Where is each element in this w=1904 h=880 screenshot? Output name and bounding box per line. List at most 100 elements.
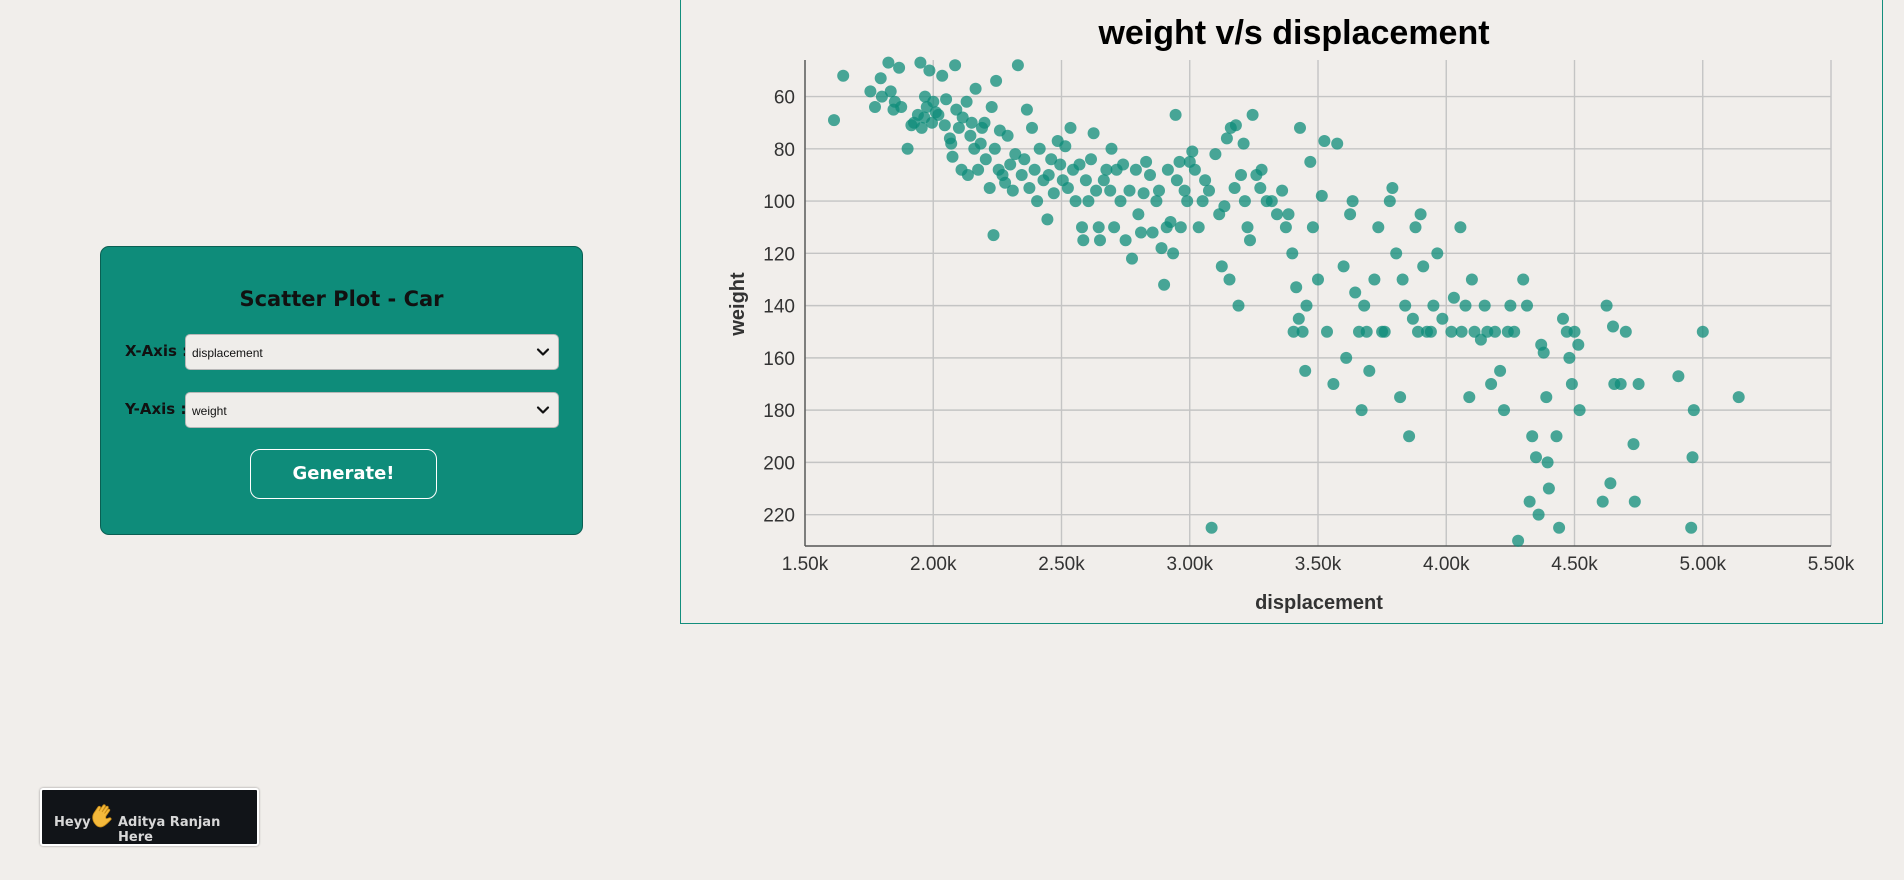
- scatter-point[interactable]: [1073, 158, 1086, 171]
- scatter-point[interactable]: [1011, 59, 1024, 72]
- scatter-point[interactable]: [1087, 127, 1100, 140]
- scatter-point[interactable]: [1028, 163, 1041, 176]
- scatter-point[interactable]: [1292, 312, 1305, 325]
- scatter-point[interactable]: [1215, 260, 1228, 273]
- scatter-point[interactable]: [1294, 121, 1306, 134]
- scatter-point[interactable]: [874, 72, 887, 85]
- scatter-point[interactable]: [1349, 286, 1362, 299]
- scatter-point[interactable]: [969, 82, 982, 95]
- scatter-point[interactable]: [1386, 182, 1399, 194]
- scatter-point[interactable]: [1129, 163, 1142, 176]
- scatter-point[interactable]: [978, 116, 991, 129]
- scatter-point[interactable]: [1082, 195, 1095, 208]
- scatter-point[interactable]: [972, 163, 985, 176]
- scatter-point[interactable]: [1009, 148, 1022, 161]
- scatter-point[interactable]: [1026, 121, 1038, 134]
- scatter-point[interactable]: [1383, 195, 1396, 208]
- scatter-point[interactable]: [1173, 155, 1186, 168]
- scatter-point[interactable]: [869, 101, 881, 113]
- scatter-point[interactable]: [1232, 299, 1245, 312]
- scatter-point[interactable]: [960, 95, 973, 108]
- scatter-point[interactable]: [1732, 391, 1745, 404]
- scatter-point[interactable]: [1100, 163, 1113, 176]
- scatter-point[interactable]: [936, 69, 949, 82]
- scatter-point[interactable]: [1517, 273, 1530, 286]
- scatter-point[interactable]: [1632, 378, 1645, 390]
- scatter-point[interactable]: [1161, 163, 1174, 176]
- scatter-point[interactable]: [1465, 273, 1478, 286]
- scatter-point[interactable]: [1220, 132, 1233, 145]
- scatter-point[interactable]: [1169, 108, 1182, 121]
- scatter-point[interactable]: [1358, 299, 1371, 312]
- scatter-point[interactable]: [1079, 174, 1092, 187]
- scatter-point[interactable]: [901, 142, 914, 155]
- scatter-point[interactable]: [1327, 378, 1340, 390]
- scatter-point[interactable]: [1117, 158, 1130, 171]
- scatter-point[interactable]: [1542, 482, 1555, 495]
- scatter-point[interactable]: [914, 56, 927, 69]
- scatter-point[interactable]: [1607, 320, 1619, 333]
- scatter-point[interactable]: [938, 119, 951, 132]
- scatter-point[interactable]: [1412, 325, 1424, 338]
- scatter-point[interactable]: [1135, 226, 1147, 239]
- scatter-point[interactable]: [1540, 391, 1553, 404]
- scatter-point[interactable]: [1573, 404, 1586, 417]
- scatter-point[interactable]: [1059, 140, 1072, 153]
- generate-button[interactable]: Generate!: [250, 449, 437, 499]
- scatter-point[interactable]: [1550, 430, 1563, 443]
- scatter-point[interactable]: [1489, 325, 1501, 338]
- scatter-point[interactable]: [1094, 234, 1106, 247]
- scatter-point[interactable]: [893, 61, 906, 74]
- scatter-point[interactable]: [1306, 221, 1319, 234]
- scatter-point[interactable]: [1331, 137, 1344, 150]
- scatter-point[interactable]: [1188, 163, 1201, 176]
- scatter-point[interactable]: [1337, 260, 1350, 273]
- scatter-point[interactable]: [1223, 273, 1236, 286]
- scatter-point[interactable]: [1463, 391, 1476, 404]
- scatter-point[interactable]: [1541, 456, 1554, 469]
- scatter-point[interactable]: [961, 169, 974, 181]
- scatter-point[interactable]: [1521, 299, 1533, 312]
- scatter-point[interactable]: [1114, 195, 1127, 208]
- scatter-point[interactable]: [1557, 312, 1569, 325]
- scatter-point[interactable]: [1686, 451, 1699, 464]
- scatter-point[interactable]: [1174, 221, 1187, 234]
- scatter-point[interactable]: [1537, 346, 1550, 359]
- scatter-point[interactable]: [1526, 430, 1539, 443]
- scatter-point[interactable]: [1203, 184, 1215, 197]
- scatter-point[interactable]: [1158, 278, 1171, 291]
- scatter-point[interactable]: [1279, 221, 1292, 234]
- scatter-point[interactable]: [1271, 208, 1283, 221]
- scatter-point[interactable]: [999, 176, 1012, 189]
- scatter-point[interactable]: [1523, 495, 1536, 508]
- scatter-point[interactable]: [1494, 364, 1507, 377]
- scatter-point[interactable]: [1132, 208, 1145, 221]
- scatter-point[interactable]: [1360, 325, 1373, 338]
- scatter-point[interactable]: [1018, 153, 1031, 166]
- scatter-point[interactable]: [965, 116, 978, 129]
- scatter-point[interactable]: [1137, 187, 1150, 200]
- scatter-point[interactable]: [1614, 378, 1627, 390]
- scatter-point[interactable]: [945, 137, 958, 150]
- scatter-point[interactable]: [1199, 174, 1212, 187]
- scatter-point[interactable]: [923, 64, 936, 77]
- scatter-point[interactable]: [1033, 142, 1046, 155]
- scatter-point[interactable]: [1119, 234, 1132, 247]
- scatter-point[interactable]: [1090, 184, 1103, 197]
- scatter-point[interactable]: [1344, 208, 1357, 221]
- scatter-point[interactable]: [1045, 153, 1058, 166]
- scatter-point[interactable]: [1368, 273, 1381, 286]
- scatter-point[interactable]: [1445, 325, 1458, 338]
- scatter-point[interactable]: [1399, 299, 1412, 312]
- scatter-point[interactable]: [884, 85, 897, 98]
- scatter-point[interactable]: [1355, 404, 1368, 417]
- scatter-point[interactable]: [1508, 325, 1521, 338]
- scatter-point[interactable]: [915, 121, 928, 134]
- scatter-point[interactable]: [837, 69, 850, 82]
- scatter-point[interactable]: [1300, 299, 1313, 312]
- scatter-point[interactable]: [1076, 221, 1088, 234]
- scatter-point[interactable]: [1235, 169, 1247, 181]
- scatter-point[interactable]: [1312, 273, 1324, 286]
- scatter-point[interactable]: [1287, 325, 1300, 338]
- scatter-point[interactable]: [927, 95, 940, 108]
